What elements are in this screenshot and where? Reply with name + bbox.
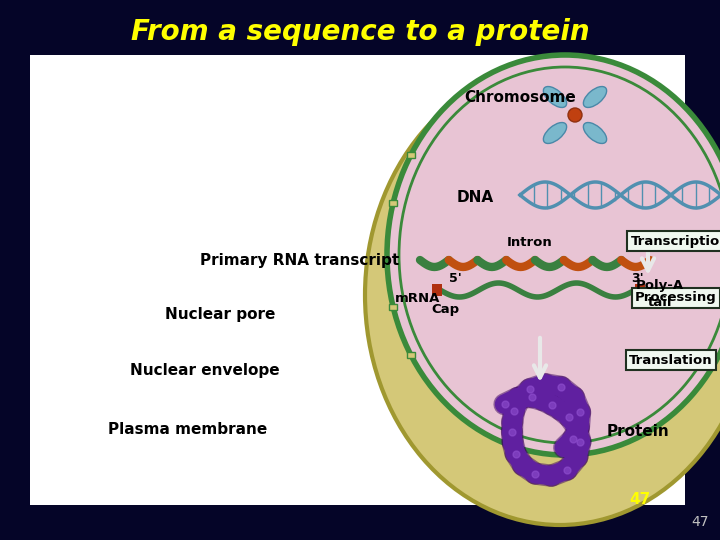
Text: 47: 47 [691, 515, 708, 529]
Text: 3': 3' [631, 272, 643, 285]
Text: 47: 47 [629, 492, 651, 508]
Text: 5': 5' [449, 272, 462, 285]
Bar [30, 55, 685, 505]
Text: Transcription: Transcription [631, 234, 720, 247]
Text: tail: tail [648, 295, 672, 308]
Text: Processing: Processing [635, 292, 717, 305]
Ellipse shape [583, 123, 607, 144]
Bar [389, 304, 397, 310]
Text: Translation: Translation [629, 354, 713, 367]
Text: Poly-A: Poly-A [636, 279, 684, 292]
Bar [635, 284, 645, 296]
Text: Primary RNA transcript: Primary RNA transcript [200, 253, 400, 267]
Text: Nuclear envelope: Nuclear envelope [130, 362, 280, 377]
Bar [432, 284, 442, 296]
Ellipse shape [387, 55, 720, 455]
Ellipse shape [544, 86, 567, 107]
Bar [407, 352, 415, 358]
Text: Cap: Cap [431, 303, 459, 316]
Text: From a sequence to a protein: From a sequence to a protein [131, 18, 589, 46]
Text: Protein: Protein [607, 424, 670, 440]
Ellipse shape [544, 123, 567, 144]
Text: mRNA: mRNA [395, 292, 441, 305]
Bar [389, 200, 397, 206]
Circle shape [568, 108, 582, 122]
Text: DNA: DNA [456, 191, 494, 206]
Text: Intron: Intron [507, 235, 553, 248]
Ellipse shape [365, 65, 720, 525]
Bar [407, 152, 415, 158]
Text: Nuclear pore: Nuclear pore [165, 307, 275, 322]
Ellipse shape [583, 86, 607, 107]
Text: Chromosome: Chromosome [464, 90, 576, 105]
Text: Plasma membrane: Plasma membrane [109, 422, 268, 437]
